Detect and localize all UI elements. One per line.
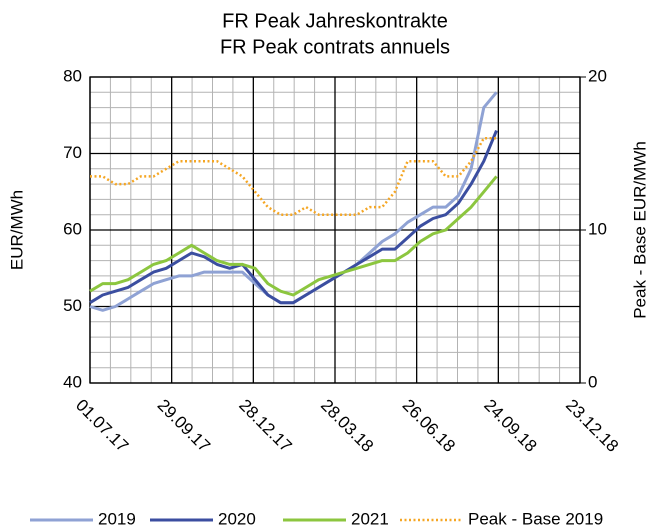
series-line bbox=[89, 130, 498, 305]
y-tick-label: 40 bbox=[63, 372, 82, 391]
legend-label: Peak - Base 2019 bbox=[468, 509, 603, 528]
y2-tick-label: 20 bbox=[588, 66, 607, 85]
chart-title: FR Peak contrats annuels bbox=[220, 36, 450, 58]
legend-label: 2021 bbox=[351, 509, 389, 528]
x-tick-label: 01.07.17 bbox=[72, 396, 132, 456]
legend-label: 2020 bbox=[218, 509, 256, 528]
y-tick-label: 50 bbox=[63, 296, 82, 315]
x-tick-label: 23.12.18 bbox=[562, 396, 622, 456]
series-line bbox=[89, 175, 498, 297]
y-tick-label: 80 bbox=[63, 66, 82, 85]
x-tick-label: 28.12.17 bbox=[235, 396, 295, 456]
y-tick-label: 70 bbox=[63, 143, 82, 162]
plot-frame bbox=[89, 76, 581, 384]
x-tick-label: 28.03.18 bbox=[317, 396, 377, 456]
x-tick-label: 24.09.18 bbox=[480, 396, 540, 456]
x-tick-label: 26.06.18 bbox=[399, 396, 459, 456]
y2-tick-label: 10 bbox=[588, 219, 607, 238]
y-tick-label: 60 bbox=[63, 219, 82, 238]
x-tick-label: 29.09.17 bbox=[154, 396, 214, 456]
chart-title: FR Peak Jahreskontrakte bbox=[222, 10, 448, 32]
legend-label: 2019 bbox=[98, 509, 136, 528]
y-axis-label: EUR/MWh bbox=[7, 190, 26, 270]
y2-axis-label: Peak - Base EUR/MWh bbox=[630, 141, 649, 319]
series-line bbox=[90, 136, 497, 216]
y2-tick-label: 0 bbox=[588, 372, 597, 391]
